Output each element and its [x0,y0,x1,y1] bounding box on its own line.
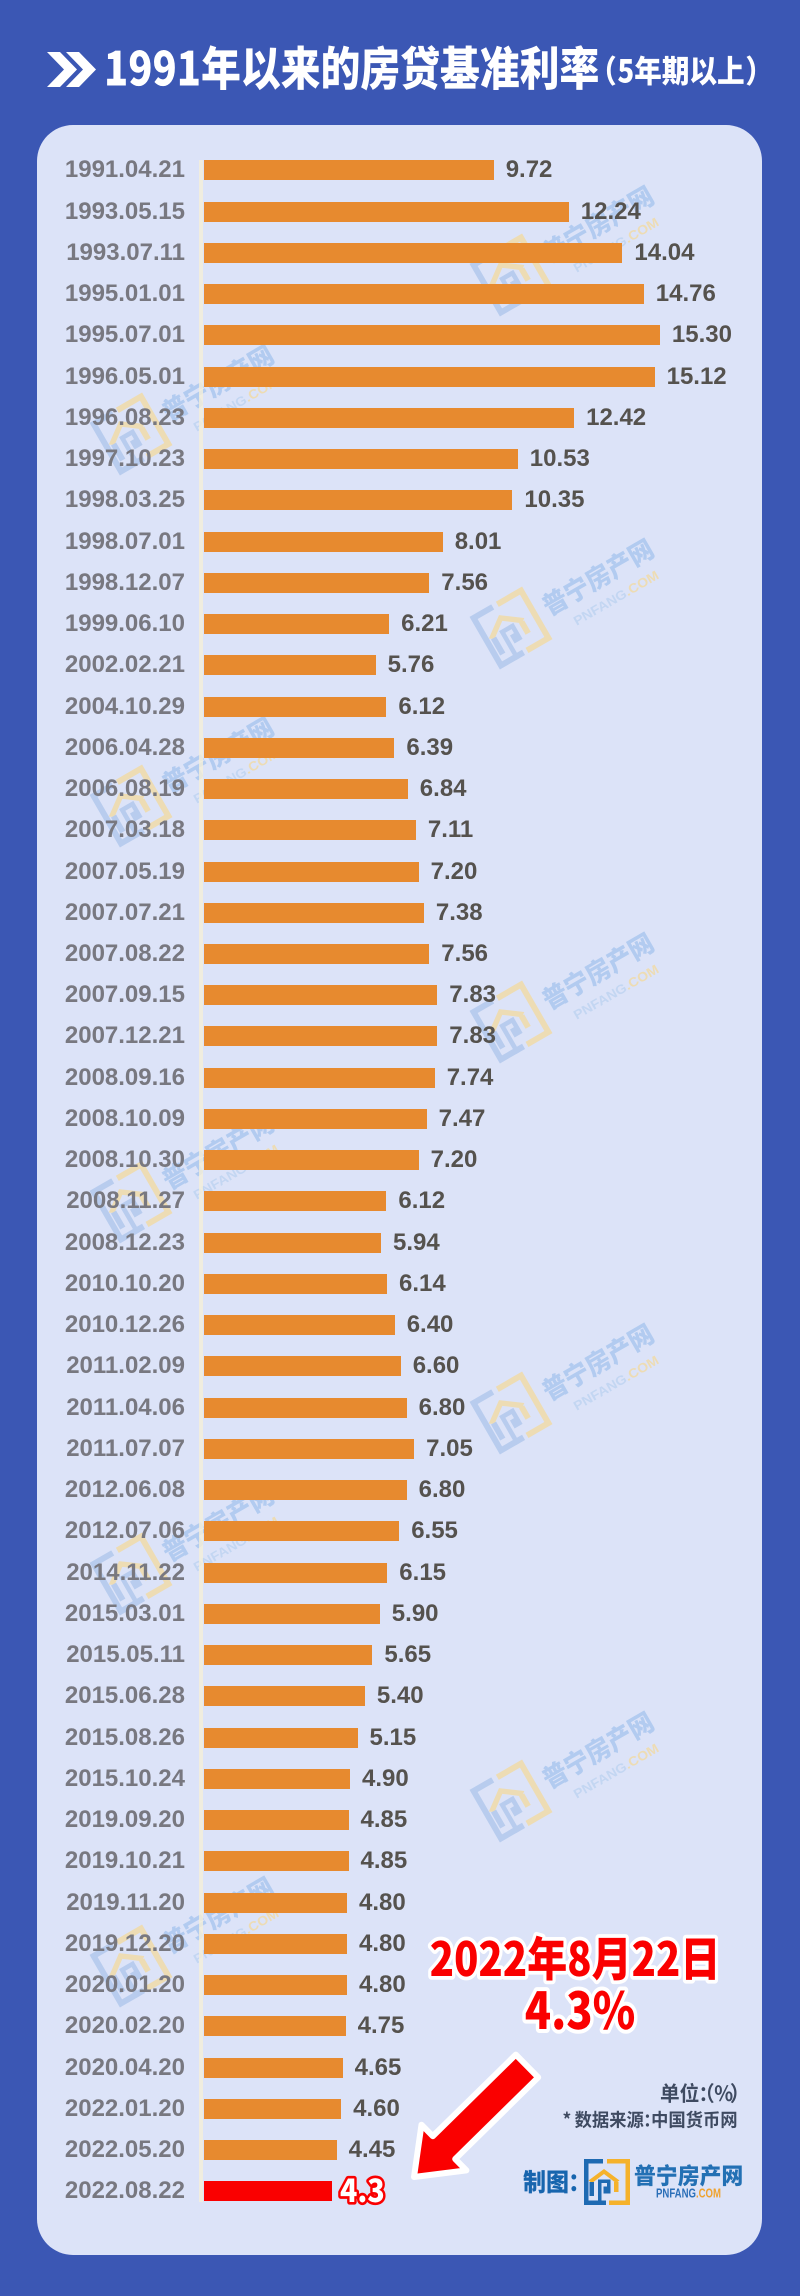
svg-text:PNFANG.COM: PNFANG.COM [656,2187,721,2201]
